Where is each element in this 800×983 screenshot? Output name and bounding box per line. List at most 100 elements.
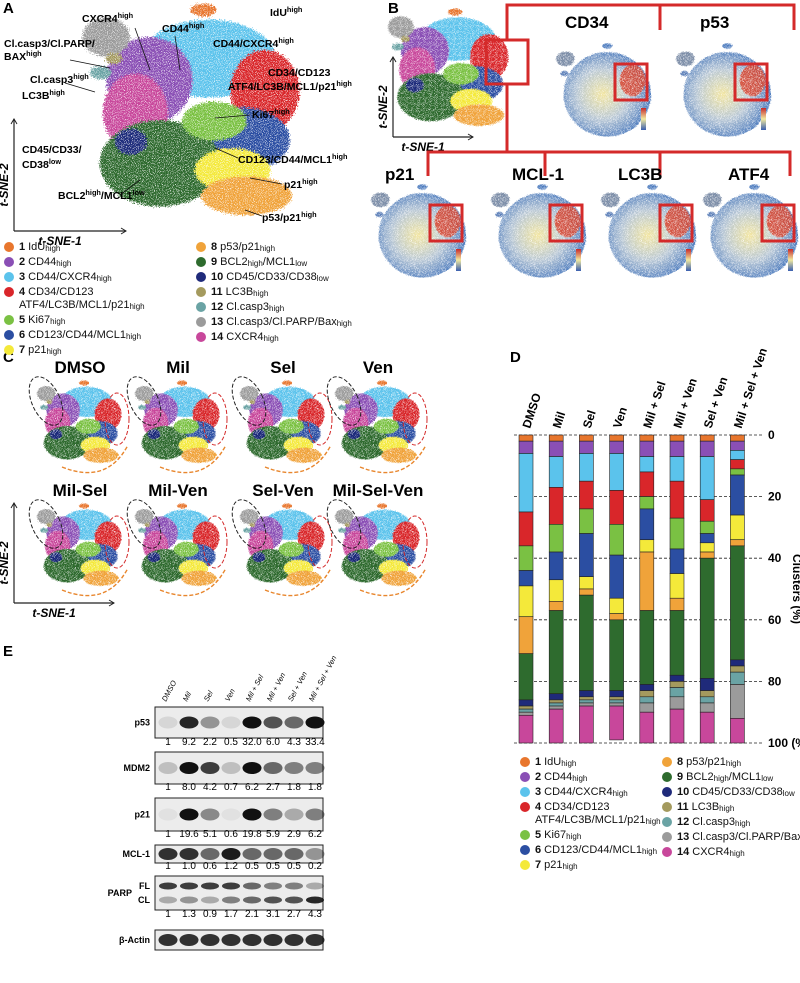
legend-name: BCL2 <box>686 771 714 783</box>
arrow-head <box>120 227 127 235</box>
legend-subscript: high <box>566 832 582 841</box>
bar-segment <box>579 699 594 704</box>
blot-column-label: Mil <box>181 690 194 703</box>
cluster-annotation: CXCR4high <box>82 11 134 26</box>
blot-column-label: Sel <box>202 689 215 703</box>
bar-segment <box>548 551 564 581</box>
legend-text: 3 CD44/CXCR4high <box>535 786 628 800</box>
bar-segment <box>699 702 715 713</box>
treatment-label: Ven <box>363 358 393 377</box>
legend-swatch <box>196 317 206 327</box>
bar-segment <box>699 440 715 457</box>
heatmap-plot <box>601 184 696 277</box>
legend-item: 8 p53/p21high <box>196 241 386 255</box>
legend-number: 11 <box>211 286 223 298</box>
bar-segment <box>699 533 715 544</box>
bar-segment <box>609 440 624 454</box>
blot-band <box>305 762 325 774</box>
legend-subscript: high <box>735 819 751 828</box>
blot-quantification: 3.1 <box>266 909 280 920</box>
legend-swatch <box>4 287 14 297</box>
dashed-outline <box>202 392 228 446</box>
bar-segment <box>609 434 624 442</box>
blot-sublabel: FL <box>139 881 150 891</box>
legend-text: 4 CD34/CD123 ATF4/LC3B/MCL1/p21high <box>19 286 194 313</box>
cluster-annotation: CD34/CD123 <box>268 67 331 79</box>
blot-row-label: p53 <box>134 718 150 728</box>
blot-band <box>284 848 304 860</box>
legend-swatch <box>520 802 530 812</box>
blot-quantification: 0.5 <box>266 861 280 872</box>
blot-band <box>285 882 303 890</box>
legend-name: CD44/CXCR4 <box>544 786 613 798</box>
marker-label: p21 <box>385 165 414 184</box>
legend-text: 3 CD44/CXCR4high <box>19 271 112 285</box>
legend-name: CD123/CD44/MCL1 <box>544 844 642 856</box>
pointer-line <box>119 179 141 196</box>
bar-segment <box>579 533 594 577</box>
dashed-outline <box>231 499 267 549</box>
bar-segment <box>548 579 564 602</box>
cluster-annotation: p21high <box>284 177 318 192</box>
dashed-outline <box>61 444 129 474</box>
blot-quantification: 19.8 <box>242 829 262 840</box>
bar-segment <box>518 714 534 744</box>
panel-letter: D <box>510 349 521 366</box>
blot-band <box>158 848 178 860</box>
label-super: high <box>49 88 65 97</box>
pointer-line <box>214 147 239 159</box>
blot-band <box>242 808 262 821</box>
legend-text: 7 p21high <box>535 859 578 873</box>
x-tick-label: Mil + Sel + Ven <box>731 346 770 430</box>
dashed-outline <box>126 499 162 549</box>
legend-name: IdU <box>28 241 46 253</box>
blot-band <box>263 848 283 860</box>
blot-band <box>243 896 261 904</box>
bar-segment <box>518 570 534 587</box>
connector <box>426 84 792 176</box>
bar-segment <box>669 517 685 550</box>
blot-band <box>221 716 241 729</box>
bar-segment <box>669 681 685 688</box>
legend-number: 8 <box>211 241 218 253</box>
blot-band <box>200 716 220 729</box>
y-tick-label: 100 (%) <box>768 736 800 750</box>
tsne-plot <box>240 380 324 462</box>
blot-row-label: β-Actin <box>119 935 150 945</box>
blot-band <box>305 808 325 821</box>
bar-segment <box>730 539 745 547</box>
blot-quantification: 1.8 <box>308 782 322 793</box>
marker-label: p53 <box>700 13 729 32</box>
legend-name: Ki67 <box>544 829 567 841</box>
bar-segment <box>730 468 745 476</box>
legend-column: 8 p53/p21high 9 BCL2high/MCL1low 10 CD45/CD33… <box>662 756 800 861</box>
blot-band <box>305 934 325 946</box>
blot-band <box>263 934 283 946</box>
legend-swatch <box>662 847 672 857</box>
bar-segment <box>669 456 685 482</box>
blot-band <box>221 934 241 946</box>
treatment-label: Sel <box>270 358 296 377</box>
x-tick-label: Ven <box>610 405 630 430</box>
dashed-outline <box>307 392 333 446</box>
legend-number: 13 <box>211 316 224 328</box>
highlight-box <box>658 203 694 243</box>
panel-letter: B <box>388 0 399 17</box>
blot-band <box>306 882 324 890</box>
colorbar <box>788 249 793 271</box>
dashed-outline <box>28 499 64 549</box>
legend-swatch <box>196 257 206 267</box>
blot-column-label: Sel + Ven <box>286 670 309 703</box>
legend-subscript: high <box>612 789 628 798</box>
bar-segment <box>639 702 655 713</box>
bar-segment <box>669 434 685 442</box>
legend-number: 9 <box>677 771 684 783</box>
arrow-head <box>389 56 397 63</box>
legend-item: 14 CXCR4high <box>196 331 386 345</box>
blot-sublabel: CL <box>138 895 150 905</box>
bar-segment <box>609 702 624 707</box>
legend-name: CD123/CD44/MCL1 <box>28 329 126 341</box>
legend-text: 1 IdUhigh <box>19 241 60 255</box>
label-text: IdU <box>270 7 287 19</box>
legend-subscript: high <box>45 244 61 253</box>
